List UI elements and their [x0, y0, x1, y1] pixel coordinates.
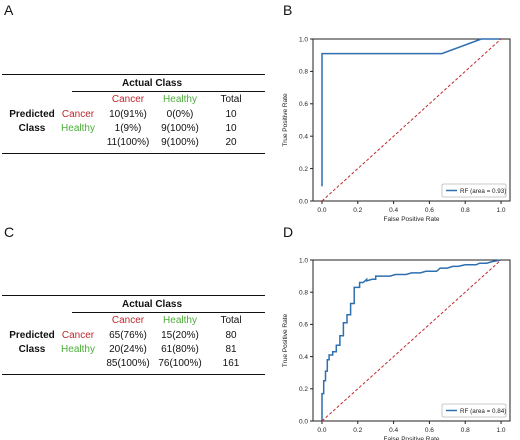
legend-box: [441, 183, 507, 198]
table-cell: 85(100%): [106, 358, 150, 369]
table-cell: 76(100%): [158, 358, 202, 369]
table-cell: 61(80%): [161, 344, 199, 355]
table-rule-header: [72, 312, 265, 313]
col-header-total: Total: [220, 94, 242, 105]
table-header-actual-class: Actual Class: [121, 78, 183, 89]
panel-label-d: D: [283, 224, 294, 240]
x-tick-label: 0.0: [317, 207, 326, 214]
y-tick-label: 0.4: [299, 354, 308, 361]
x-tick-label: 0.6: [425, 427, 434, 434]
panel-label-b: B: [283, 2, 293, 18]
row-title-predicted: Predicted: [9, 330, 55, 341]
x-tick-label: 0.4: [389, 207, 398, 214]
table-cell: 11(100%): [106, 137, 150, 148]
panel-label-a: A: [4, 2, 14, 18]
y-tick-label: 0.0: [299, 198, 308, 205]
x-axis-label: False Positive Rate: [384, 216, 440, 223]
roc-curve-line: [321, 38, 501, 187]
table-cell: 10(91%): [109, 109, 147, 120]
x-tick-label: 1.0: [497, 207, 506, 214]
col-header-healthy: Healthy: [163, 315, 197, 326]
table-cell: 9(100%): [161, 123, 199, 134]
y-tick-label: 1.0: [299, 257, 308, 264]
x-tick-label: 1.0: [497, 427, 506, 434]
row-title-class: Class: [18, 123, 46, 134]
legend-label: RF (area = 0.93): [460, 188, 506, 195]
confusion-table-c: Actual Class Cancer Healthy Total Predic…: [2, 295, 265, 375]
row-label-cancer: Cancer: [61, 109, 95, 120]
table-cell: 80: [225, 330, 237, 341]
row-title-predicted: Predicted: [9, 109, 55, 120]
x-axis-label: False Positive Rate: [384, 436, 440, 440]
table-cell: 10: [225, 109, 237, 120]
row-label-healthy: Healthy: [61, 344, 95, 355]
x-tick-label: 0.4: [389, 427, 398, 434]
table-cell: 65(76%): [109, 330, 147, 341]
table-cell: 161: [222, 358, 240, 369]
col-header-cancer: Cancer: [111, 94, 145, 105]
table-cell: 1(9%): [114, 123, 142, 134]
y-tick-label: 0.2: [299, 386, 308, 393]
table-rule-bottom: [2, 153, 265, 154]
y-axis-label: True Positive Rate: [282, 314, 289, 368]
y-tick-label: 0.0: [299, 418, 308, 425]
table-rule-header: [72, 91, 265, 92]
y-tick-label: 0.8: [299, 69, 308, 76]
roc-curve-line: [321, 259, 502, 421]
y-tick-label: 0.6: [299, 101, 308, 108]
y-tick-label: 0.4: [299, 134, 308, 141]
legend-label: RF (area = 0.84): [460, 408, 506, 415]
legend-box: [441, 403, 507, 418]
x-tick-label: 0.8: [461, 207, 470, 214]
table-rule-bottom: [2, 374, 265, 375]
y-tick-label: 0.2: [299, 166, 308, 173]
y-tick-label: 0.8: [299, 290, 308, 297]
table-cell: 15(20%): [161, 330, 199, 341]
panel-label-c: C: [4, 224, 15, 240]
row-label-cancer: Cancer: [61, 330, 95, 341]
table-cell: 0(0%): [166, 109, 194, 120]
x-tick-label: 0.0: [317, 427, 326, 434]
table-cell: 10: [225, 123, 237, 134]
plot-frame: [312, 259, 511, 422]
chance-diagonal-line: [321, 259, 502, 422]
chance-diagonal-line: [321, 38, 502, 202]
col-header-total: Total: [220, 315, 242, 326]
table-header-actual-class: Actual Class: [121, 299, 183, 310]
table-rule-top: [2, 295, 265, 296]
x-tick-label: 0.2: [353, 427, 362, 434]
y-tick-label: 0.6: [299, 322, 308, 329]
x-tick-label: 0.6: [425, 207, 434, 214]
row-title-class: Class: [18, 344, 46, 355]
x-tick-label: 0.2: [353, 207, 362, 214]
row-label-healthy: Healthy: [61, 123, 95, 134]
confusion-table-a: Actual Class Cancer Healthy Total Predic…: [2, 74, 265, 154]
table-cell: 81: [225, 344, 237, 355]
col-header-healthy: Healthy: [163, 94, 197, 105]
table-cell: 20(24%): [109, 344, 147, 355]
table-rule-top: [2, 74, 265, 75]
y-tick-label: 1.0: [299, 36, 308, 43]
plot-frame: [312, 38, 511, 202]
table-cell: 20: [225, 137, 237, 148]
table-cell: 9(100%): [161, 137, 199, 148]
x-tick-label: 0.8: [461, 427, 470, 434]
y-axis-label: True Positive Rate: [282, 93, 289, 147]
col-header-cancer: Cancer: [111, 315, 145, 326]
